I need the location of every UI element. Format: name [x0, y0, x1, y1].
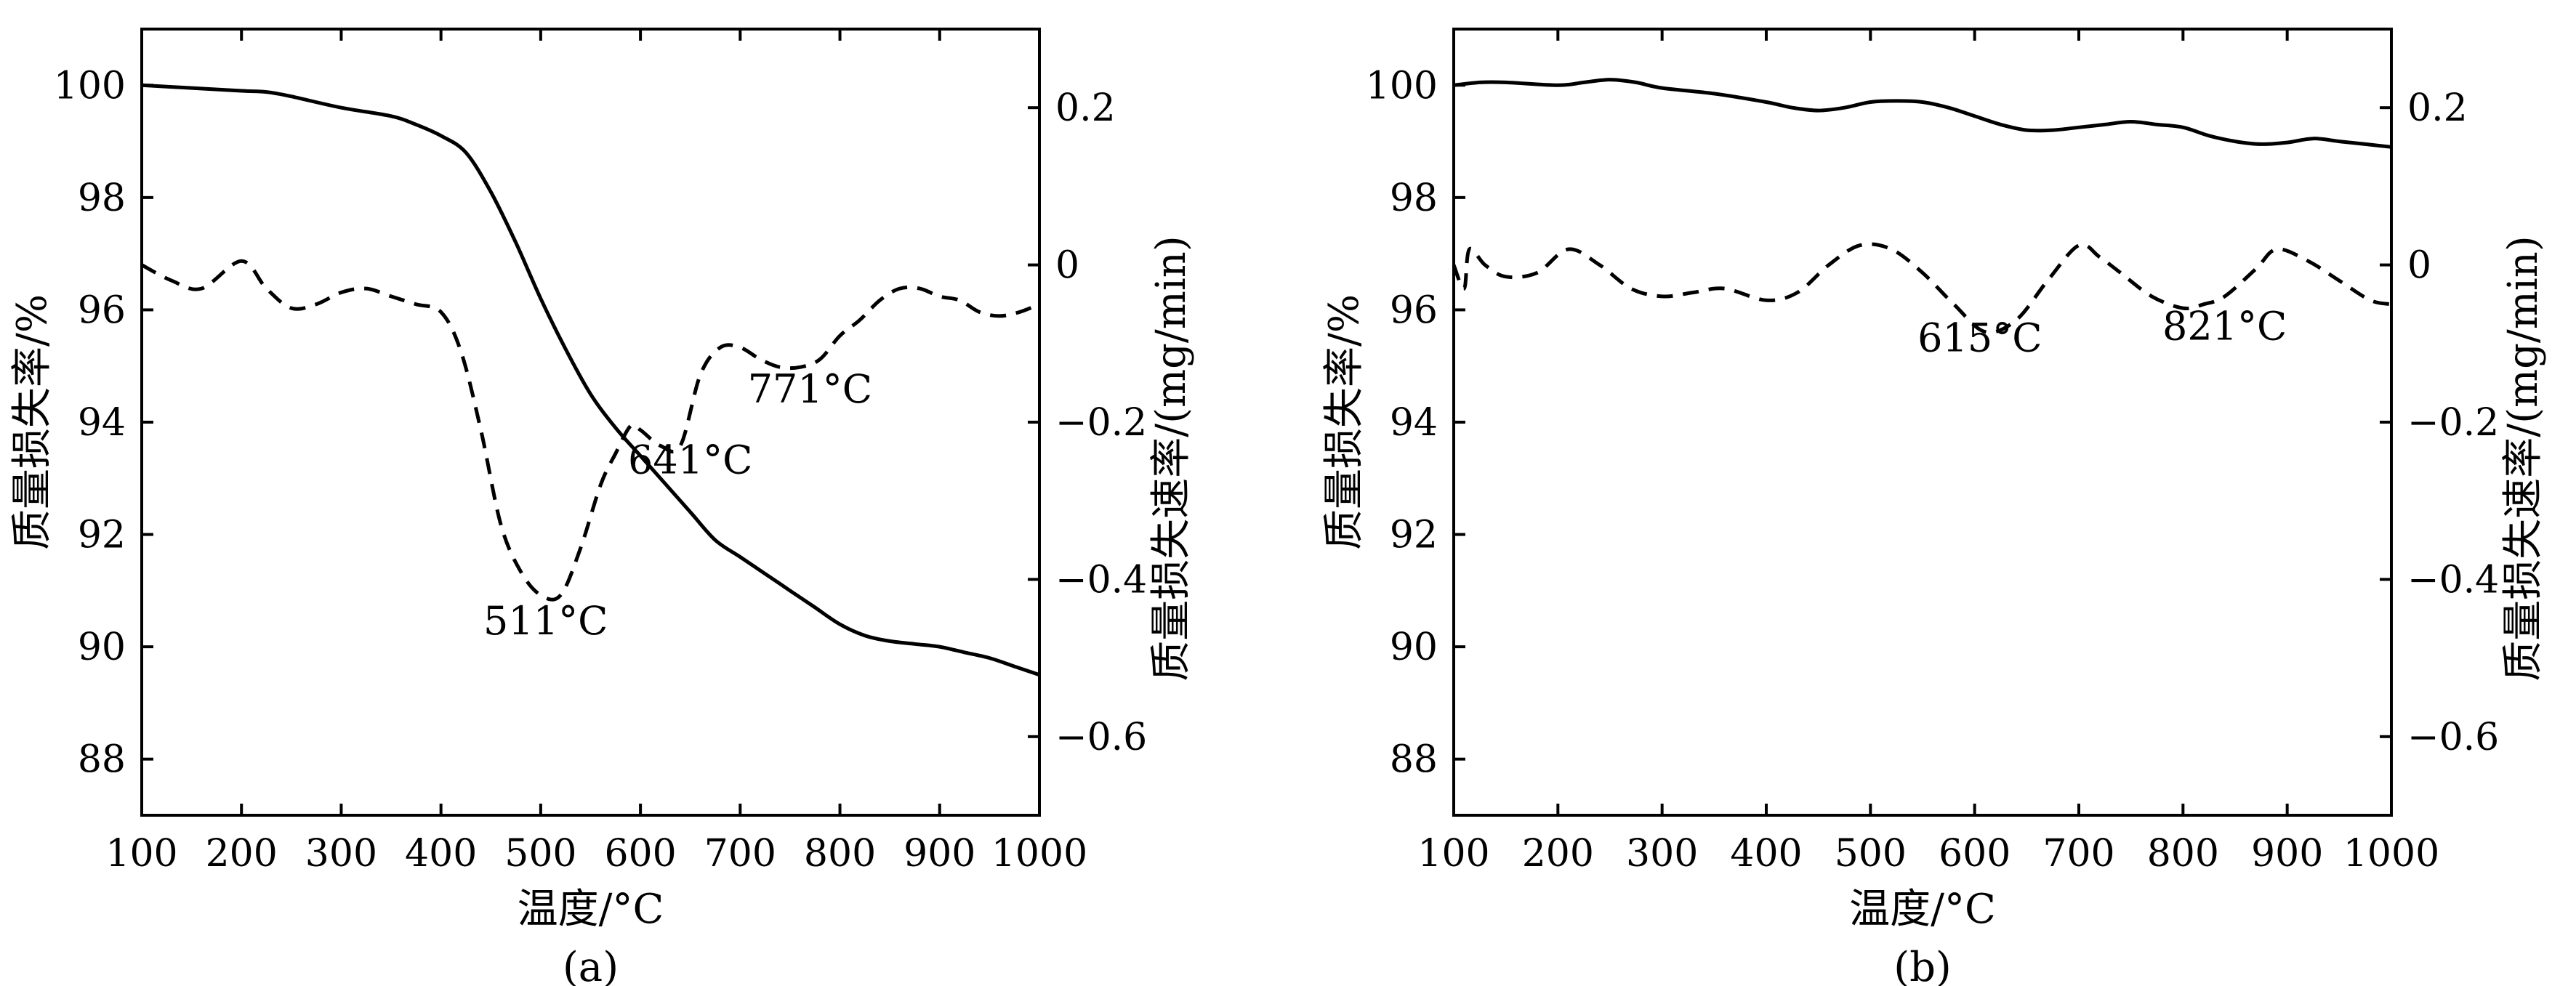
- mass-loss-line-b: [1453, 78, 2392, 149]
- x-tick-label: 300: [1626, 832, 1698, 876]
- peak-annotation: 641°C: [628, 437, 752, 482]
- y2-tick-label: 0: [1055, 244, 1079, 288]
- y-tick-label: 90: [1390, 626, 1438, 669]
- peak-annotation: 511°C: [483, 598, 608, 644]
- y-tick-label: 90: [78, 626, 126, 669]
- y-tick-label: 96: [78, 288, 126, 332]
- x-tick-label: 900: [903, 832, 975, 876]
- y-axis-title: 质量损失率/%: [9, 294, 56, 550]
- mass-loss-rate-line-b: [1452, 242, 2392, 334]
- y2-tick-label: −0.6: [1055, 716, 1147, 759]
- y-tick-label: 100: [1366, 64, 1438, 108]
- y2-axis-title: 质量损失速率/(mg/min): [1148, 235, 1195, 681]
- y-tick-label: 88: [78, 738, 126, 782]
- y2-tick-label: −0.4: [2407, 558, 2499, 602]
- x-tick-label: 100: [105, 832, 177, 876]
- y2-tick-label: 0.2: [1055, 86, 1116, 130]
- chart-panel-b: 100 200 300 400 500 600 700 800 900 1000889092949…: [1321, 28, 2547, 986]
- y-tick-label: 88: [1390, 738, 1438, 782]
- y2-tick-label: 0.2: [2407, 86, 2468, 130]
- x-tick-label: 500: [504, 832, 576, 876]
- y-tick-label: 96: [1390, 288, 1438, 332]
- y2-tick-label: 0: [2407, 244, 2431, 288]
- x-tick-label: 800: [804, 832, 876, 876]
- y-tick-label: 92: [1390, 514, 1438, 557]
- x-tick-label: 500: [1835, 832, 1907, 876]
- x-tick-label: 400: [1730, 832, 1802, 876]
- y-tick-label: 98: [78, 177, 126, 220]
- mass-loss-line-a: [141, 83, 1040, 677]
- panel-label: (a): [563, 944, 619, 986]
- peak-annotation: 771°C: [748, 366, 872, 412]
- x-tick-label: 100: [1417, 832, 1489, 876]
- x-axis-title: 温度/°C: [518, 886, 664, 933]
- panel-label: (b): [1893, 944, 1952, 986]
- x-tick-label: 1000: [2343, 832, 2439, 876]
- x-tick-label: 200: [1522, 832, 1594, 876]
- x-tick-label: 600: [1939, 832, 2011, 876]
- plot-frame: [140, 28, 1041, 817]
- mass-loss-rate-line-a: [140, 259, 1040, 602]
- y-tick-label: 94: [78, 401, 126, 445]
- peak-annotation: 821°C: [2162, 303, 2287, 349]
- x-tick-label: 700: [2042, 832, 2114, 876]
- x-tick-label: 1000: [991, 832, 1087, 876]
- y2-tick-label: −0.2: [1055, 401, 1147, 445]
- x-axis-title: 温度/°C: [1849, 886, 1996, 933]
- x-tick-label: 700: [704, 832, 776, 876]
- x-tick-label: 600: [604, 832, 676, 876]
- y-axis-title: 质量损失率/%: [1321, 294, 1368, 550]
- plot-frame: [1452, 28, 2393, 817]
- peak-annotation: 615°C: [1917, 315, 2042, 361]
- x-tick-label: 400: [405, 832, 477, 876]
- x-tick-label: 300: [305, 832, 377, 876]
- y2-tick-label: −0.2: [2407, 401, 2499, 445]
- x-tick-label: 200: [206, 832, 278, 876]
- x-tick-label: 800: [2147, 832, 2219, 876]
- y2-tick-label: −0.4: [1055, 558, 1147, 602]
- y-tick-label: 100: [54, 64, 126, 108]
- chart-panel-a: 100 200 300 400 500 600 700 800 900 1000889092949…: [9, 28, 1195, 986]
- y-tick-label: 92: [78, 514, 126, 557]
- y2-axis-title: 质量损失速率/(mg/min): [2500, 235, 2547, 681]
- y2-tick-label: −0.6: [2407, 716, 2499, 759]
- y-tick-label: 94: [1390, 401, 1438, 445]
- x-tick-label: 900: [2251, 832, 2323, 876]
- y-tick-label: 98: [1390, 177, 1438, 220]
